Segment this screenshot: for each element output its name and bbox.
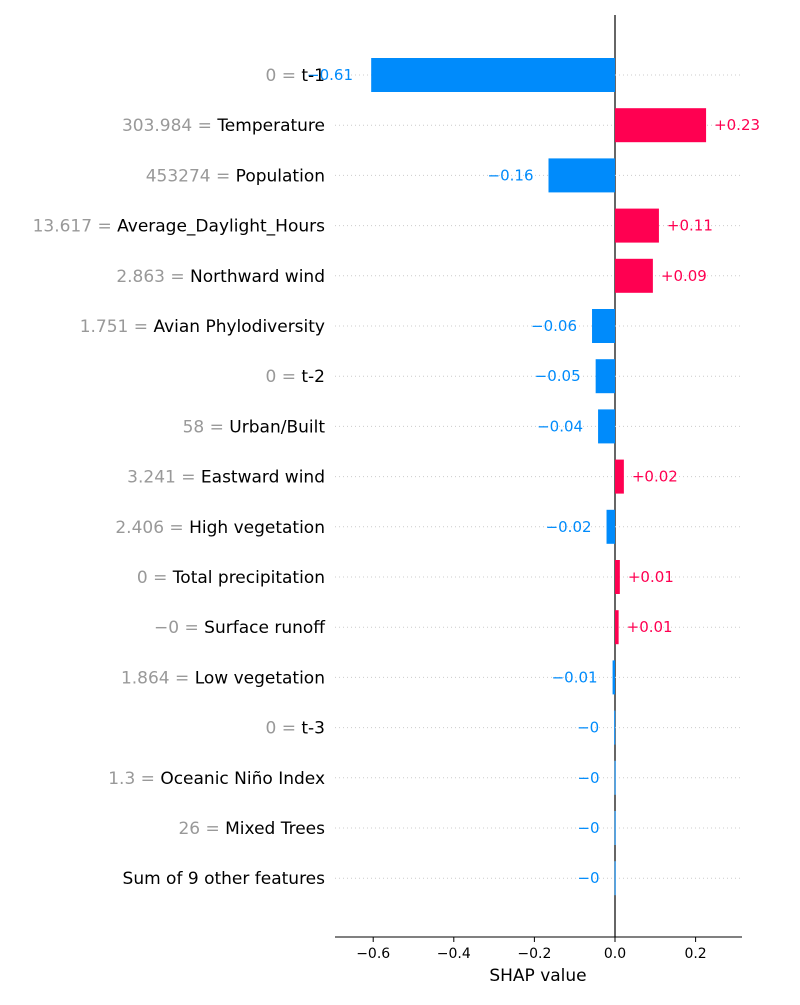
x-tick-label: 0.0 [604, 946, 626, 962]
shap-bar [615, 610, 619, 645]
feature-label: 453274 = Population [146, 166, 325, 186]
bar-value-label: −0 [577, 819, 599, 837]
x-axis-label: SHAP value [489, 966, 586, 986]
bar-value-label: −0 [577, 869, 599, 887]
shap-bar [615, 459, 624, 494]
feature-value: 13.617 = [33, 217, 118, 237]
feature-value: 0 = [266, 367, 302, 387]
shap-bar [612, 660, 615, 695]
bar-value-label: −0.61 [307, 66, 353, 84]
feature-name: Population [236, 166, 325, 186]
feature-label: 2.863 = Northward wind [116, 267, 325, 287]
bar-value-label: −0 [577, 769, 599, 787]
feature-value: 0 = [266, 719, 302, 739]
feature-label: 58 = Urban/Built [183, 417, 326, 437]
feature-value: 2.406 = [115, 518, 189, 538]
bar-value-label: +0.01 [628, 568, 674, 586]
bar-value-label: −0.02 [546, 518, 592, 536]
shap-bar [615, 208, 659, 243]
feature-label: 3.241 = Eastward wind [127, 468, 325, 488]
feature-name: Surface runoff [204, 618, 326, 638]
feature-label: 2.406 = High vegetation [115, 518, 325, 538]
shap-bar [371, 58, 615, 92]
shap-bar [615, 108, 707, 143]
shap-bar [614, 760, 616, 795]
x-tick-label: −0.6 [356, 946, 390, 962]
feature-name: Total precipitation [172, 568, 325, 588]
shap-bar [548, 158, 615, 193]
feature-value: 26 = [178, 819, 225, 839]
feature-label: 26 = Mixed Trees [178, 819, 325, 839]
feature-label: 13.617 = Average_Daylight_Hours [33, 217, 326, 237]
feature-label: 1.751 = Avian Phylodiversity [80, 317, 325, 337]
bar-value-label: +0.09 [661, 267, 707, 285]
feature-name: Avian Phylodiversity [153, 317, 325, 337]
bar-value-label: −0.05 [535, 367, 581, 385]
shap-bar [615, 560, 620, 594]
x-axis: −0.6 −0.4 −0.2 0.0 0.2 [335, 936, 742, 962]
shap-bar [598, 409, 615, 444]
bar-value-label: −0.04 [537, 417, 583, 435]
x-tick-label: −0.4 [437, 946, 471, 962]
bar-value-label: +0.02 [632, 468, 678, 486]
feature-name: Low vegetation [195, 668, 325, 688]
feature-name: t-2 [301, 367, 325, 387]
shap-bar [615, 258, 653, 293]
feature-name: Northward wind [190, 267, 325, 287]
bar-value-label: −0 [577, 719, 599, 737]
feature-value: 1.864 = [121, 668, 195, 688]
feature-value: 1.751 = [80, 317, 154, 337]
feature-label: 303.984 = Temperature [122, 116, 325, 136]
bar-value-label: +0.23 [714, 116, 760, 134]
feature-name: Temperature [216, 116, 325, 136]
feature-value: 0 = [266, 66, 302, 86]
feature-value: 1.3 = [108, 769, 160, 789]
shap-bar [614, 861, 616, 896]
grid-layer [335, 15, 742, 937]
feature-value: 2.863 = [116, 267, 190, 287]
bar-value-label: −0.16 [488, 166, 534, 184]
bar-value-label: −0.06 [531, 317, 577, 335]
feature-value: 58 = [183, 417, 230, 437]
feature-name: High vegetation [189, 518, 325, 538]
bar-layer [371, 58, 707, 896]
shap-bar [614, 811, 616, 845]
feature-value: 453274 = [146, 166, 236, 186]
shap-bar [592, 309, 615, 343]
bar-value-label: +0.01 [627, 618, 673, 636]
feature-name: t-1 [301, 66, 325, 86]
feature-label: 0 = t-1 [266, 66, 326, 86]
feature-name: Oceanic Niño Index [160, 769, 325, 789]
shap-bar [614, 710, 616, 745]
bar-value-label: −0.01 [552, 668, 598, 686]
feature-name: Mixed Trees [225, 819, 325, 839]
feature-label: 0 = t-3 [266, 719, 326, 739]
x-tick-label: 0.2 [684, 946, 706, 962]
feature-name: t-3 [301, 719, 325, 739]
feature-label: 1.3 = Oceanic Niño Index [108, 769, 325, 789]
feature-label: 0 = Total precipitation [137, 568, 325, 588]
feature-label: 1.864 = Low vegetation [121, 668, 325, 688]
feature-name: Average_Daylight_Hours [117, 217, 325, 237]
feature-label: 0 = t-2 [266, 367, 326, 387]
shap-bar [595, 359, 615, 394]
feature-name: Sum of 9 other features [123, 869, 326, 889]
feature-value: 3.241 = [127, 468, 201, 488]
feature-label: Sum of 9 other features [123, 869, 326, 889]
feature-value: 0 = [137, 568, 173, 588]
feature-name: Eastward wind [201, 468, 325, 488]
shap-bar [606, 509, 615, 544]
feature-value: −0 = [154, 618, 204, 638]
bar-value-label: +0.11 [667, 217, 713, 235]
x-tick-label: −0.2 [517, 946, 551, 962]
feature-value: 303.984 = [122, 116, 217, 136]
feature-name: Urban/Built [229, 417, 325, 437]
feature-label: −0 = Surface runoff [154, 618, 326, 638]
